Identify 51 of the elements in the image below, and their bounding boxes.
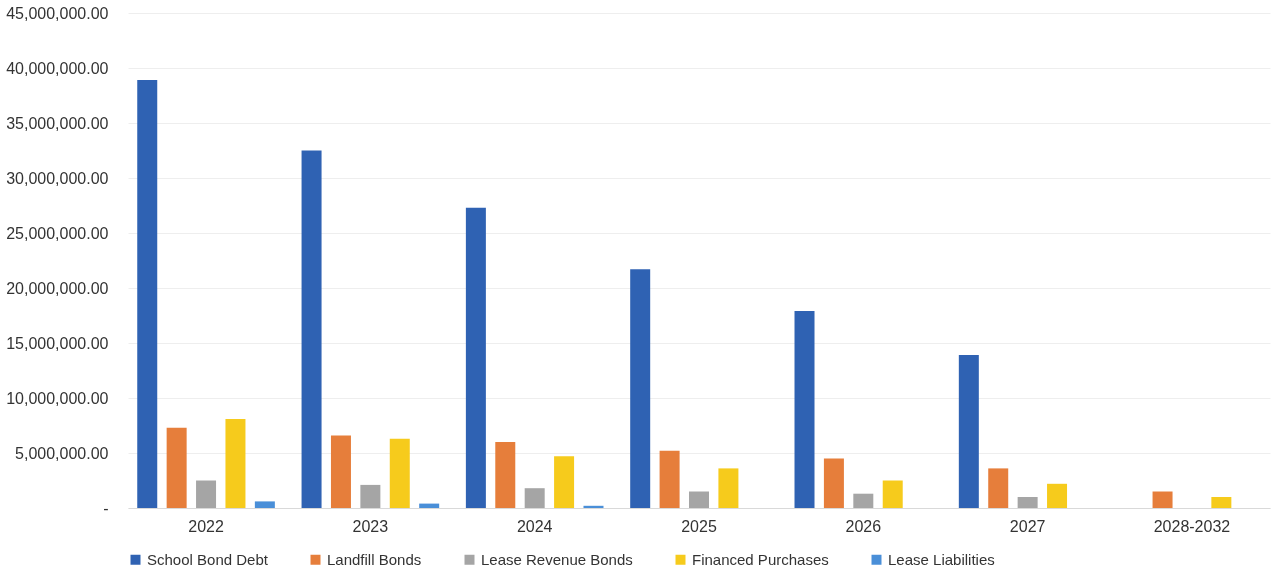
bar [330,435,351,508]
y-tick-label: - [103,499,109,517]
y-tick-label: 40,000,000.00 [6,59,109,77]
bar [583,505,604,508]
bar [524,488,545,508]
y-tick-label: 20,000,000.00 [6,279,109,297]
bar [659,450,680,508]
x-tick-label: 2025 [681,517,717,535]
bar [630,269,651,508]
bar [794,311,815,508]
y-tick-label: 10,000,000.00 [6,389,109,407]
bar [137,80,158,508]
y-tick-label: 45,000,000.00 [6,4,109,22]
bar [1047,483,1068,508]
legend-label: Landfill Bonds [327,550,422,568]
x-tick-label: 2022 [188,517,224,535]
bar [166,427,187,508]
bar [1152,491,1173,508]
bar [882,480,903,508]
bar [823,458,844,508]
bar [689,491,709,508]
bar [254,501,275,508]
legend-label: Lease Liabilities [888,550,995,568]
bar [301,150,322,508]
y-tick-label: 35,000,000.00 [6,114,109,132]
x-tick-label: 2023 [352,517,389,535]
bar [225,418,246,508]
x-tick-label: 2024 [516,517,553,535]
bar [196,480,217,508]
bar [419,503,440,508]
bar [554,456,575,508]
legend-label: Financed Purchases [692,550,829,568]
legend-label: School Bond Debt [147,550,269,568]
y-tick-label: 25,000,000.00 [6,224,109,242]
bar [465,207,486,508]
bar [389,438,410,508]
legend-label: Lease Revenue Bonds [481,550,633,568]
y-tick-label: 15,000,000.00 [6,334,109,352]
x-tick-label: 2028-2032 [1153,517,1231,535]
bar [1211,497,1232,508]
bar [718,468,739,508]
bar [853,493,874,508]
bar [360,484,381,508]
y-tick-label: 5,000,000.00 [15,444,109,462]
bar [958,355,979,508]
bar [988,468,1009,508]
bar [495,442,516,508]
bar [1017,497,1038,508]
x-tick-label: 2026 [845,517,882,535]
y-tick-label: 30,000,000.00 [6,169,109,187]
x-tick-label: 2027 [1009,517,1046,535]
